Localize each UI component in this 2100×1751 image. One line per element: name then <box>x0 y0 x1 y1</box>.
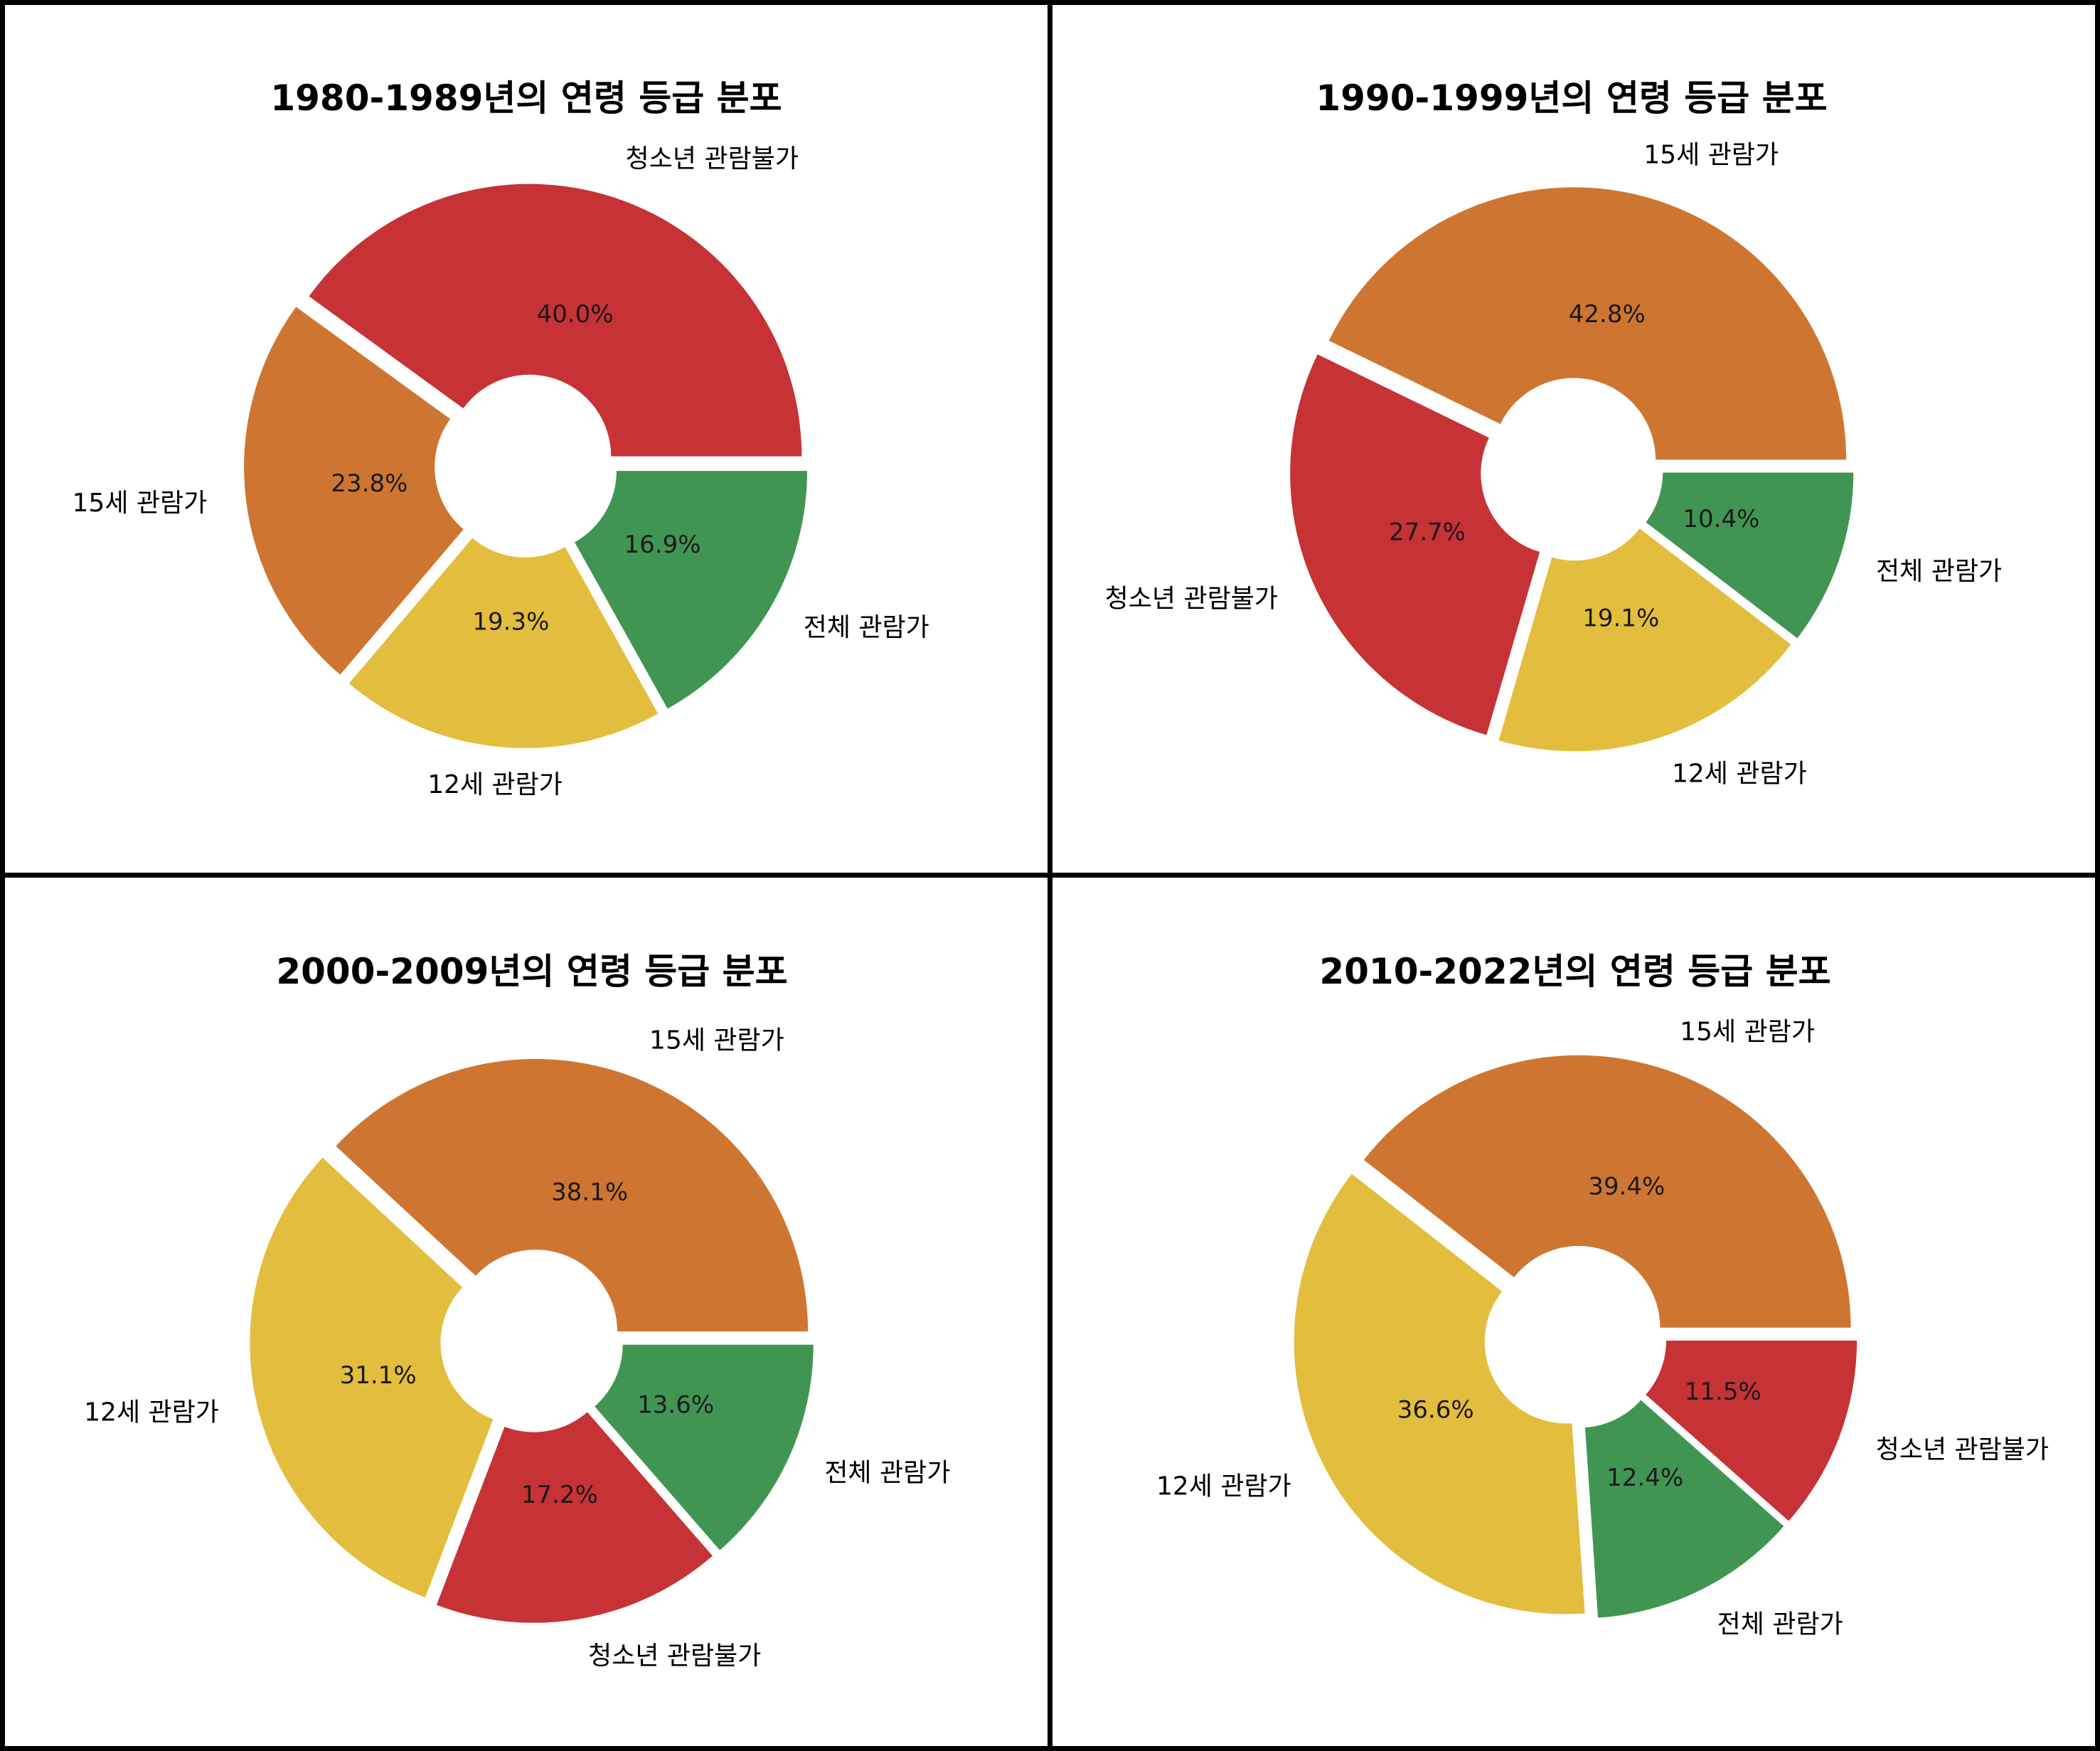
percent-label: 31.1% <box>340 1361 417 1390</box>
category-label: 12세 관람가 <box>84 1398 219 1427</box>
pie-slice-15세-관람가 <box>336 1058 809 1331</box>
chart-title: 1990-1999년의 연령 등급 분포 <box>1316 78 1827 119</box>
donut-chart: 39.4% 15세 관람가 36.6% 12세 관람가 12.4% 전체 관람가 11.5%… <box>1156 1018 2049 1639</box>
category-label: 전체 관람가 <box>1876 557 2002 586</box>
pie-slice-청소년-관람불가 <box>309 183 802 457</box>
pie-slice-청소년-관람불가 <box>436 1412 713 1623</box>
category-label: 청소년 관람불가 <box>1105 584 1278 613</box>
category-label: 12세 관람가 <box>1156 1472 1291 1501</box>
percent-label: 23.8% <box>331 469 407 498</box>
percent-label: 27.7% <box>1389 518 1466 547</box>
category-label: 전체 관람가 <box>824 1458 950 1487</box>
category-label: 12세 관람가 <box>427 770 563 799</box>
percent-label: 38.1% <box>551 1178 628 1207</box>
category-label: 청소년 관람불가 <box>1876 1435 2049 1464</box>
category-label: 12세 관람가 <box>1672 759 1807 788</box>
pie-slice-청소년-관람불가 <box>1290 354 1540 735</box>
panel-border <box>1048 873 2100 1751</box>
percent-label: 19.1% <box>1582 605 1659 633</box>
category-label: 15세 관람가 <box>73 489 208 518</box>
chart-title: 2010-2022년의 연령 등급 분포 <box>1319 951 1830 992</box>
chart-panel-1980-1989: 1980-1989년의 연령 등급 분포 40.0% 청소년 관람불가 23.8% 1… <box>0 0 1052 878</box>
chart-title: 1980-1989년의 연령 등급 분포 <box>270 78 782 119</box>
percent-label: 19.3% <box>472 608 549 637</box>
percent-label: 12.4% <box>1606 1464 1683 1492</box>
pie-slice-12세-관람가 <box>1294 1173 1585 1614</box>
pie-slice-청소년-관람불가 <box>1646 1340 1858 1521</box>
pie-slice-15세-관람가 <box>1363 1055 1851 1328</box>
chart-panel-2010-2022: 2010-2022년의 연령 등급 분포 39.4% 15세 관람가 36.6% 12… <box>1048 873 2100 1751</box>
percent-label: 10.4% <box>1683 505 1759 533</box>
percent-label: 36.6% <box>1397 1396 1474 1425</box>
chart-panel-2000-2009: 2000-2009년의 연령 등급 분포 38.1% 15세 관람가 31.1% 12… <box>0 873 1052 1751</box>
chart-panel-1990-1999: 1990-1999년의 연령 등급 분포 42.8% 15세 관람가 27.7% 청소… <box>1048 0 2100 878</box>
donut-chart: 40.0% 청소년 관람불가 23.8% 15세 관람가 19.3% 12세 관람가 16.… <box>73 144 929 799</box>
percent-label: 16.9% <box>624 531 701 559</box>
category-label: 15세 관람가 <box>649 1026 784 1055</box>
pie-slice-전체-관람가 <box>575 471 808 709</box>
percent-label: 11.5% <box>1685 1378 1761 1406</box>
chart-title: 2000-2009년의 연령 등급 분포 <box>276 951 787 992</box>
donut-chart: 42.8% 15세 관람가 27.7% 청소년 관람불가 19.1% 12세 관람가 10.… <box>1105 141 2002 789</box>
pie-slice-전체-관람가 <box>1646 472 1854 639</box>
percent-label: 39.4% <box>1588 1172 1665 1201</box>
percent-label: 42.8% <box>1569 300 1646 329</box>
pie-slice-15세-관람가 <box>1328 187 1847 460</box>
category-label: 15세 관람가 <box>1680 1018 1815 1047</box>
percent-label: 17.2% <box>521 1481 598 1509</box>
category-label: 15세 관람가 <box>1643 141 1779 170</box>
percent-label: 40.0% <box>537 300 614 329</box>
donut-chart: 38.1% 15세 관람가 31.1% 12세 관람가 17.2% 청소년 관람불가 13.… <box>84 1026 950 1671</box>
category-label: 전체 관람가 <box>804 613 929 642</box>
pie-slice-12세-관람가 <box>348 538 659 748</box>
pie-slice-전체-관람가 <box>1584 1400 1784 1618</box>
pie-slice-12세-관람가 <box>1498 528 1791 752</box>
category-label: 전체 관람가 <box>1717 1609 1843 1639</box>
pie-slice-15세-관람가 <box>244 307 464 675</box>
category-label: 청소년 관람불가 <box>626 144 799 174</box>
percent-label: 13.6% <box>637 1391 714 1420</box>
pie-slice-전체-관람가 <box>595 1344 814 1550</box>
pie-slice-12세-관람가 <box>250 1157 494 1598</box>
category-label: 청소년 관람불가 <box>588 1641 761 1671</box>
